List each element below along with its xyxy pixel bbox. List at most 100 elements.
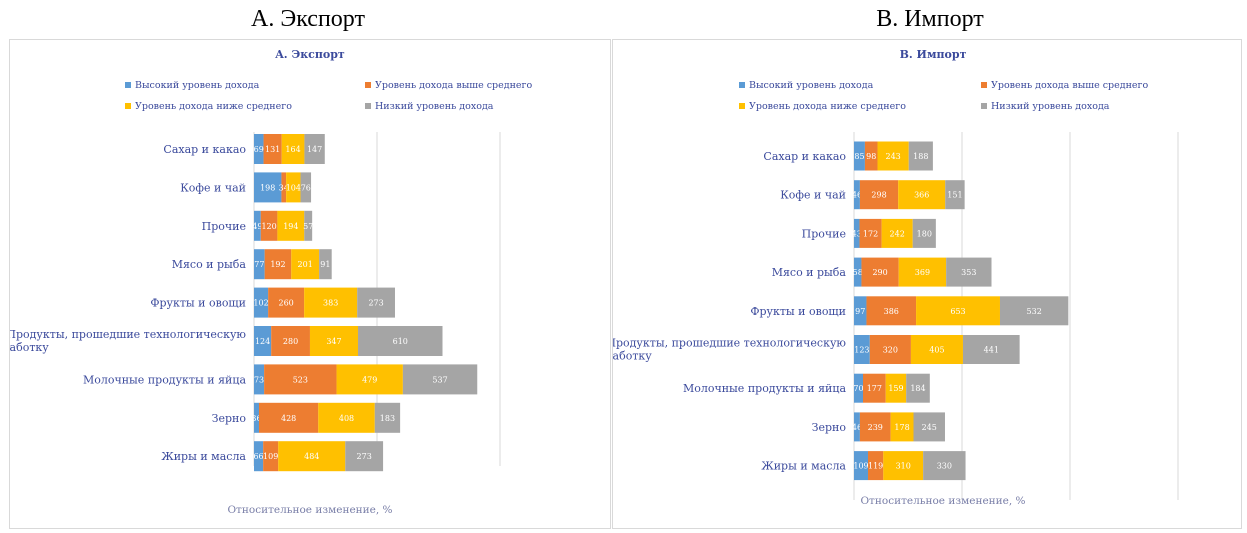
import-bar-segment xyxy=(854,218,860,248)
export-bar-value-label: 479 xyxy=(362,375,377,384)
import-category-label: Фрукты и овощи xyxy=(750,305,846,318)
export-category-label: Прочие xyxy=(202,220,246,233)
export-bar-value-label: 537 xyxy=(432,375,447,384)
import-bar-segment xyxy=(912,218,936,248)
import-bar-value-label: 70 xyxy=(853,384,863,393)
export-bar-segment xyxy=(278,441,346,472)
import-bar-value-label: 369 xyxy=(915,268,930,277)
export-legend-swatch xyxy=(125,103,131,109)
import-bar-segment xyxy=(854,141,865,171)
export-bar-value-label: 523 xyxy=(293,375,308,384)
export-bar-segment xyxy=(309,326,359,356)
import-category-label: Зерно xyxy=(812,421,847,434)
import-bar-value-label: 243 xyxy=(885,152,900,161)
export-bar-segment xyxy=(281,172,287,203)
import-legend-label: Низкий уровень дохода xyxy=(991,101,1110,112)
import-bar-segment xyxy=(854,335,870,364)
export-category-label: Жиры и масла xyxy=(161,450,246,463)
import-bar-value-label: 242 xyxy=(890,229,905,238)
import-bar-segment xyxy=(883,451,924,481)
import-bar-value-label: 180 xyxy=(917,229,932,238)
import-bar-value-label: 239 xyxy=(868,423,883,432)
export-bar-value-label: 192 xyxy=(270,260,285,269)
export-bar-value-label: 66 xyxy=(253,452,263,461)
import-x-axis-label: Относительное изменение, % xyxy=(860,495,1025,507)
import-bar-value-label: 330 xyxy=(937,462,952,471)
export-bar-value-label: 164 xyxy=(285,145,300,154)
import-bar-segment xyxy=(962,335,1020,364)
export-bar-value-label: 260 xyxy=(278,299,293,308)
export-bar-segment xyxy=(271,326,310,356)
import-bar-segment xyxy=(854,296,867,326)
export-bar-value-label: 104 xyxy=(286,183,301,192)
export-bar-segment xyxy=(336,364,403,395)
export-legend-swatch xyxy=(365,82,371,88)
export-bar-value-label: 273 xyxy=(357,452,372,461)
import-category-label: Кофе и чай xyxy=(780,189,846,202)
export-bar-value-label: 428 xyxy=(281,414,296,423)
import-bar-segment xyxy=(869,335,911,364)
export-bar-segment xyxy=(264,364,337,395)
import-bar-segment xyxy=(862,373,886,403)
export-legend-label: Высокий уровень дохода xyxy=(135,80,260,91)
import-bar-value-label: 653 xyxy=(950,307,965,316)
import-category-label: Сахар и какао xyxy=(763,150,846,163)
import-bar-segment xyxy=(898,257,947,287)
import-legend-label: Уровень дохода выше среднего xyxy=(991,80,1149,91)
export-bar-value-label: 408 xyxy=(339,414,354,423)
export-bar-segment xyxy=(345,441,384,472)
export-bar-value-label: 36 xyxy=(251,414,261,423)
export-bar-segment xyxy=(254,441,264,472)
export-legend-label: Низкий уровень дохода xyxy=(375,101,494,112)
import-bar-segment xyxy=(854,257,862,287)
export-bar-value-label: 610 xyxy=(393,337,408,346)
export-bar-segment xyxy=(286,172,301,203)
import-bar-value-label: 109 xyxy=(853,462,868,471)
export-chart-title: A. Экспорт xyxy=(274,48,345,61)
export-bar-segment xyxy=(263,441,279,472)
export-bar-segment xyxy=(300,172,312,203)
import-bar-value-label: 366 xyxy=(914,191,929,200)
import-bar-segment xyxy=(854,373,863,403)
import-bar-segment xyxy=(898,180,946,210)
export-bar-segment xyxy=(319,249,332,280)
import-category-label: Молочные продукты и яйца xyxy=(683,382,846,395)
export-legend-swatch xyxy=(365,103,371,109)
import-bar-value-label: 151 xyxy=(947,191,962,200)
export-chart: A. Экспорт Высокий уровень дохода Уровень … xyxy=(0,48,747,516)
export-bar-value-label: 347 xyxy=(326,337,341,346)
export-bar-segment xyxy=(291,249,320,280)
export-bar-value-label: 194 xyxy=(283,222,298,231)
export-bar-value-label: 102 xyxy=(253,299,268,308)
export-bar-value-label: 109 xyxy=(263,452,278,461)
import-bar-segment xyxy=(913,412,945,442)
export-bar-value-label: 131 xyxy=(265,145,280,154)
import-legend-label: Высокий уровень дохода xyxy=(749,80,874,91)
import-bar-value-label: 290 xyxy=(872,268,887,277)
import-chart: B. Импорт Высокий уровень дохода Уровень д… xyxy=(592,48,1179,507)
export-bar-value-label: 147 xyxy=(307,145,322,154)
import-bar-segment xyxy=(854,180,860,210)
export-bar-value-label: 77 xyxy=(254,260,264,269)
import-legend-swatch xyxy=(981,82,987,88)
export-bar-segment xyxy=(268,287,305,318)
import-legend-label: Уровень дохода ниже среднего xyxy=(749,101,906,112)
export-category-label: Мясо и рыба xyxy=(172,258,247,271)
import-bar-segment xyxy=(868,451,884,481)
export-bar-segment xyxy=(402,364,478,395)
export-bar-value-label: 91 xyxy=(320,260,330,269)
export-bar-segment xyxy=(254,326,272,356)
import-bar-value-label: 43 xyxy=(852,229,862,238)
export-category-label: Фрукты и овощи xyxy=(150,297,246,310)
import-bar-value-label: 405 xyxy=(929,346,944,355)
export-bar-segment xyxy=(254,364,265,395)
export-bar-value-label: 69 xyxy=(254,145,264,154)
export-category-label: Кофе и чай xyxy=(180,181,246,194)
import-bar-value-label: 119 xyxy=(868,462,883,471)
export-bar-segment xyxy=(264,249,292,280)
import-bar-segment xyxy=(859,180,899,210)
import-bar-segment xyxy=(945,180,965,210)
export-bar-segment xyxy=(254,249,265,280)
import-bar-segment xyxy=(864,141,878,171)
import-bar-value-label: 310 xyxy=(896,462,911,471)
